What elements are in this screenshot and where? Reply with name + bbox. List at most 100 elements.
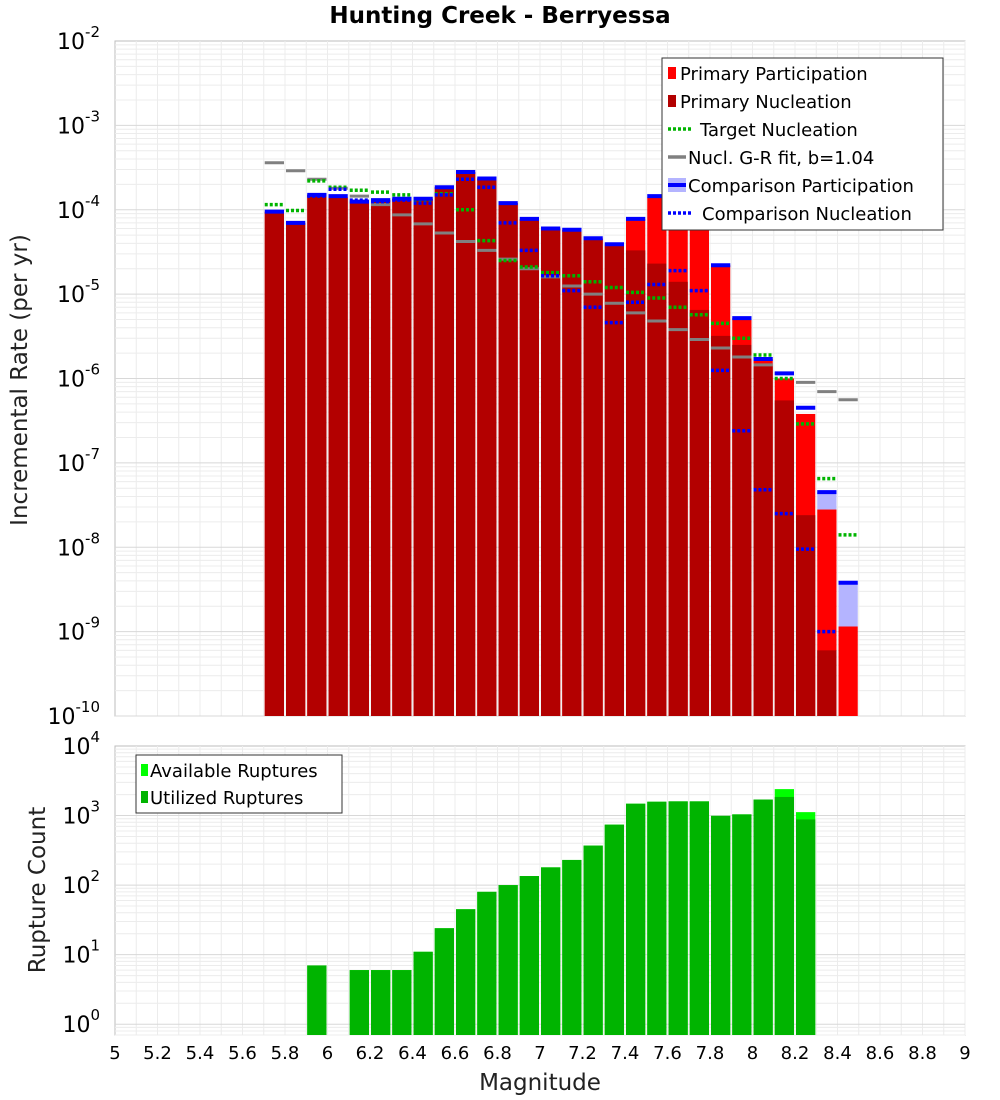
x-tick-label: 8.8 [908,1043,937,1064]
primary-nucleation-bar [264,211,284,716]
x-tick-label: 7.2 [568,1043,597,1064]
bottom-y-axis-label: Rupture Count [25,807,51,973]
y-tick-label: 100 [62,1006,100,1038]
primary-participation-bar [838,626,858,716]
y-tick-label: 10-8 [57,529,100,561]
bottom-y-ticks: 100 101 102 103 104 [62,728,100,1038]
chart-title: Hunting Creek - Berryessa [329,3,670,29]
utilized-ruptures-bar [583,845,603,1035]
primary-nucleation-bar [434,187,454,716]
legend-swatch-utilized-ruptures [141,791,148,803]
utilized-ruptures-bar [477,891,497,1035]
legend-swatch-available-ruptures [141,764,148,776]
utilized-ruptures-bar [562,859,582,1035]
primary-nucleation-bar [732,344,752,716]
primary-nucleation-bar [307,194,327,716]
legend-label-gr-fit: Nucl. G-R fit, b=1.04 [688,148,874,169]
utilized-ruptures-bar [349,970,369,1035]
primary-nucleation-bar [583,239,603,716]
legend-swatch-primary-nucleation [668,95,676,107]
bottom-legend: Available Ruptures Utilized Ruptures [135,754,343,814]
y-tick-label: 10-7 [57,445,100,477]
primary-nucleation-bar [413,198,433,717]
primary-nucleation-bar [477,178,497,716]
x-tick-label: 7.4 [611,1043,640,1064]
primary-nucleation-bar [371,200,391,716]
y-tick-label: 10-3 [57,107,100,139]
y-tick-label: 10-9 [57,614,100,646]
comparison-participation-bar [838,582,858,627]
utilized-ruptures-bar [371,970,391,1035]
x-tick-label: 6 [322,1043,333,1064]
utilized-ruptures-bar [796,819,816,1035]
utilized-ruptures-bar [456,909,476,1035]
primary-nucleation-bar [774,400,794,716]
x-axis-label: Magnitude [479,1070,601,1096]
utilized-ruptures-bar [541,867,561,1035]
primary-nucleation-bar [328,197,348,717]
legend-label-utilized-ruptures: Utilized Ruptures [150,788,303,809]
bottom-grid [115,746,966,1036]
primary-nucleation-bar [796,515,816,716]
utilized-ruptures-bar [753,799,773,1035]
x-tick-label: 8 [747,1043,758,1064]
x-ticks: 5 5.2 5.4 5.6 5.8 6 6.2 6.4 6.6 6.8 7 7.2 7.4 7.6 7.8 8… [109,1043,970,1064]
utilized-ruptures-bar [668,801,688,1035]
top-markers [264,161,858,634]
top-panel: 10-10 10-9 10-8 10-7 10-6 10-5 10-4 10-3 10-2 In… [7,23,966,730]
legend-label-comparison-participation: Comparison Participation [688,176,914,197]
primary-nucleation-bar [349,201,369,716]
primary-nucleation-bar [626,250,646,717]
y-tick-label: 104 [62,728,100,760]
utilized-ruptures-bar [519,876,539,1035]
primary-nucleation-bar [668,281,688,716]
x-tick-label: 8.2 [781,1043,810,1064]
bottom-bars [307,789,816,1035]
x-tick-label: 6.4 [398,1043,427,1064]
x-tick-label: 5.4 [186,1043,215,1064]
utilized-ruptures-bar [711,815,731,1035]
utilized-ruptures-bar [434,928,454,1035]
utilized-ruptures-bar [732,814,752,1035]
utilized-ruptures-bar [307,965,327,1035]
primary-nucleation-bar [817,650,837,716]
x-tick-label: 6.6 [441,1043,470,1064]
primary-nucleation-bar [456,172,476,716]
x-tick-label: 5.2 [143,1043,172,1064]
primary-nucleation-bar [392,198,412,717]
legend-label-primary-participation: Primary Participation [680,64,868,85]
x-tick-label: 7 [534,1043,545,1064]
x-tick-label: 5.8 [271,1043,300,1064]
utilized-ruptures-bar [626,803,646,1035]
bottom-panel: 100 101 102 103 104 5 5.2 5.4 5.6 5.8 6 6.2 6.4 6.6 6… [25,728,971,1096]
top-y-axis-label: Incremental Rate (per yr) [7,234,33,526]
top-y-ticks: 10-10 10-9 10-8 10-7 10-6 10-5 10-4 10-3 10-2 [48,23,101,730]
primary-nucleation-bar [498,203,518,716]
y-tick-label: 103 [62,798,100,830]
y-tick-label: 102 [62,867,100,899]
bottom-legend-box [135,754,343,814]
primary-nucleation-bar [647,263,667,716]
x-tick-label: 5 [109,1043,120,1064]
x-tick-label: 7.6 [653,1043,682,1064]
x-tick-label: 8.4 [823,1043,852,1064]
legend-label-primary-nucleation: Primary Nucleation [680,92,852,113]
utilized-ruptures-bar [774,796,794,1035]
primary-nucleation-bar [711,335,731,716]
top-legend: Primary Participation Primary Nucleation… [661,57,944,231]
x-tick-label: 5.6 [228,1043,257,1064]
primary-nucleation-bar [541,228,561,716]
x-tick-label: 6.2 [356,1043,385,1064]
primary-nucleation-bar [519,218,539,716]
primary-nucleation-bar [753,366,773,716]
utilized-ruptures-bar [647,801,667,1035]
utilized-ruptures-bar [413,951,433,1035]
top-bars [264,172,858,717]
legend-label-available-ruptures: Available Ruptures [150,761,318,782]
y-tick-label: 10-6 [57,361,100,393]
utilized-ruptures-bar [604,824,624,1035]
x-tick-label: 6.8 [483,1043,512,1064]
x-tick-label: 9 [959,1043,970,1064]
y-tick-label: 10-5 [57,276,100,308]
